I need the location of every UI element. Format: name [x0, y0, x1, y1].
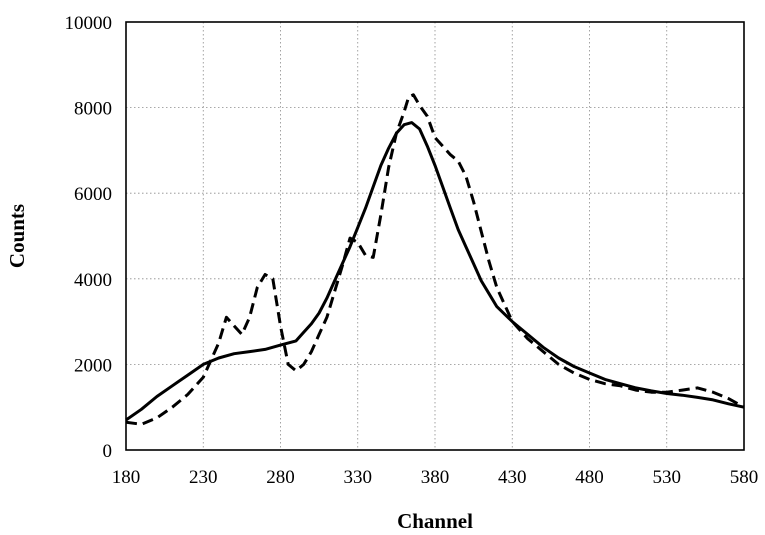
y-tick-label: 10000 — [65, 13, 113, 34]
solid-series-line — [125, 121, 745, 422]
y-tick-label: 2000 — [74, 355, 112, 376]
x-tick-label: 230 — [189, 467, 218, 488]
x-tick-label: 280 — [266, 467, 295, 488]
plot-series — [125, 93, 745, 426]
grid — [126, 22, 744, 450]
x-tick-label: 580 — [730, 467, 759, 488]
y-tick-label: 0 — [103, 441, 113, 462]
plot-frame — [125, 21, 745, 451]
x-tick-label: 380 — [421, 467, 450, 488]
y-tick-label: 6000 — [74, 184, 112, 205]
x-tick-label: 180 — [112, 467, 141, 488]
y-axis-label: Counts — [5, 204, 29, 268]
tick-labels: 180 230 280 330 380 430 480 530 580 0 2000 4000 6000… — [65, 13, 759, 488]
y-tick-label: 8000 — [74, 99, 112, 120]
x-tick-label: 330 — [344, 467, 373, 488]
x-tick-label: 430 — [498, 467, 527, 488]
x-axis-label: Channel — [397, 509, 473, 533]
y-tick-label: 4000 — [74, 270, 112, 291]
x-tick-label: 480 — [575, 467, 604, 488]
x-tick-label: 530 — [653, 467, 682, 488]
dashed-series-line — [125, 93, 745, 426]
